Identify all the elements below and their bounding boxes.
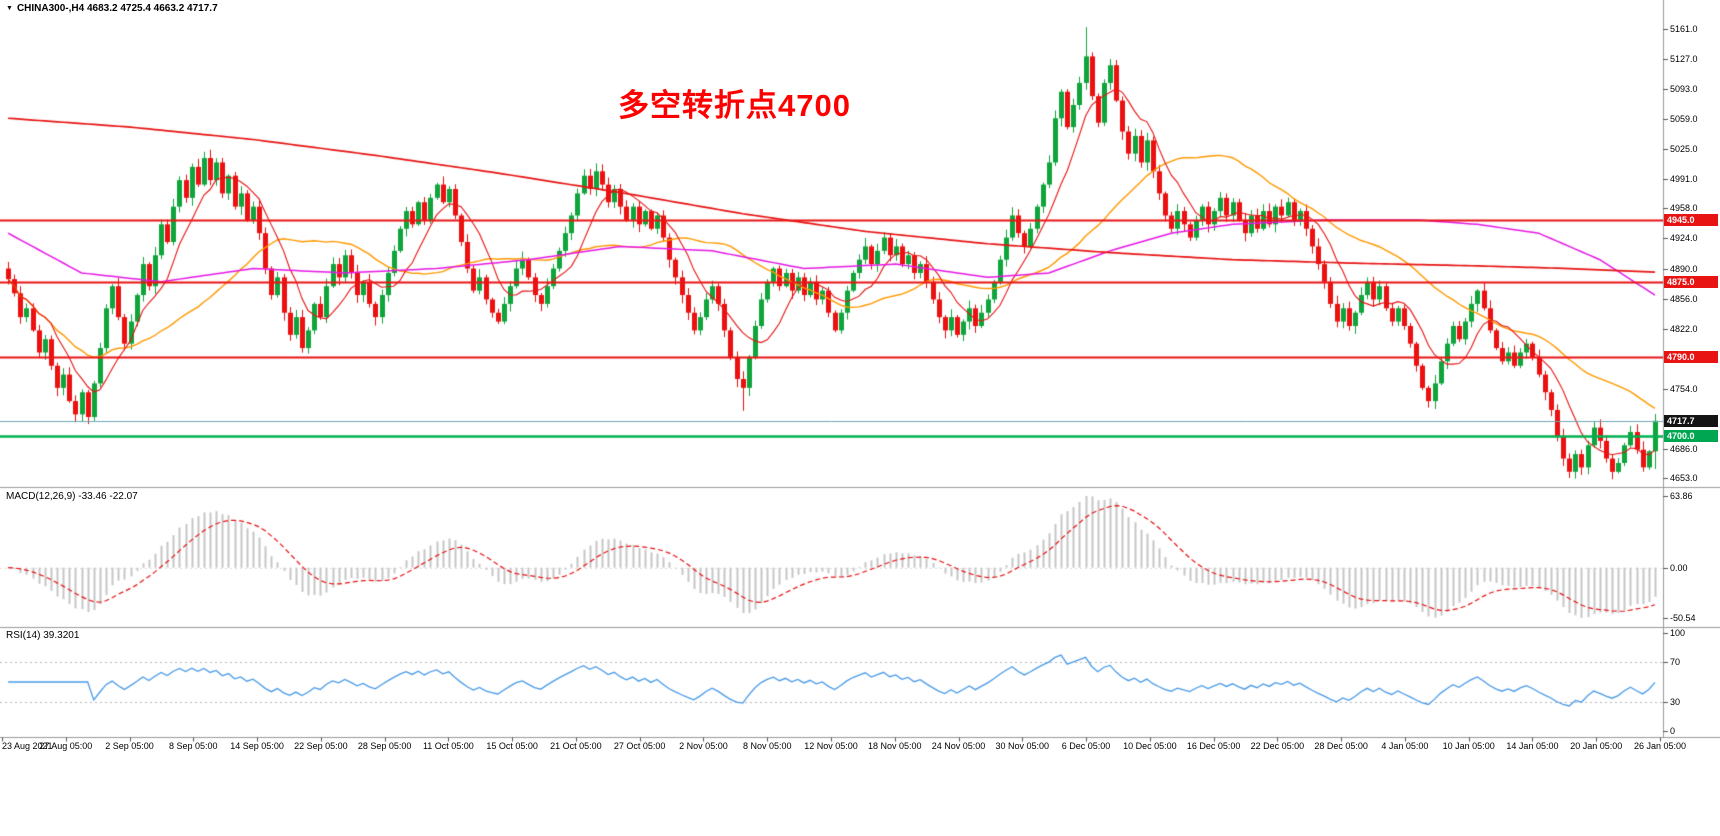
rsi-axis-label: 0 bbox=[1670, 726, 1676, 736]
price-axis-tick-label: 5127.0 bbox=[1670, 54, 1698, 65]
price-axis-tick-label: 4856.0 bbox=[1670, 293, 1698, 304]
time-axis-label: 18 Nov 05:00 bbox=[867, 741, 922, 751]
time-axis-label: 22 Dec 05:00 bbox=[1250, 741, 1305, 751]
symbol-info: ▼ CHINA300-,H4 4683.2 4725.4 4663.2 4717… bbox=[6, 3, 218, 14]
time-axis-label: 24 Nov 05:00 bbox=[931, 741, 986, 751]
time-axis-label: 11 Oct 05:00 bbox=[422, 741, 474, 751]
time-axis-label: 2 Nov 05:00 bbox=[679, 741, 728, 751]
time-axis-label: 12 Nov 05:00 bbox=[804, 741, 858, 751]
price-axis-tick-label: 4653.0 bbox=[1670, 473, 1698, 483]
time-axis-label: 4 Jan 05:00 bbox=[1381, 741, 1429, 751]
rsi-axis-label: 100 bbox=[1670, 628, 1686, 638]
macd-axis-label: -50.54 bbox=[1670, 613, 1696, 623]
rsi-axis-label: 70 bbox=[1670, 657, 1681, 668]
macd-axis-label: 0.00 bbox=[1670, 562, 1688, 573]
price-axis-tick-label: 4686.0 bbox=[1670, 443, 1698, 454]
price-axis-tick-label: 4991.0 bbox=[1670, 174, 1698, 185]
time-axis-label: 23 Aug 2021 bbox=[2, 741, 53, 751]
price-tag-4717.7: 4717.7 bbox=[1664, 414, 1718, 427]
price-axis-tick-label: 5161.0 bbox=[1670, 24, 1698, 34]
price-tag-4945.0: 4945.0 bbox=[1664, 213, 1718, 226]
price-tag-4790.0: 4790.0 bbox=[1664, 350, 1718, 363]
symbol-dropdown-icon[interactable]: ▼ bbox=[6, 5, 13, 12]
price-axis-tick-label: 4924.0 bbox=[1670, 233, 1698, 244]
price-axis-tick-label: 4754.0 bbox=[1670, 383, 1698, 394]
price-axis-tick-label: 4958.0 bbox=[1670, 203, 1698, 214]
time-axis-label: 22 Sep 05:00 bbox=[294, 741, 348, 751]
time-axis-label: 28 Sep 05:00 bbox=[357, 741, 412, 751]
time-axis-label: 8 Nov 05:00 bbox=[742, 741, 792, 751]
symbol-ohlc-text: CHINA300-,H4 4683.2 4725.4 4663.2 4717.7 bbox=[16, 3, 218, 14]
time-axis-label: 10 Jan 05:00 bbox=[1442, 741, 1495, 751]
price-tag-4700.0: 4700.0 bbox=[1664, 430, 1718, 443]
price-axis-tick-label: 5059.0 bbox=[1670, 114, 1698, 125]
price-axis-tick-label: 5025.0 bbox=[1670, 144, 1698, 155]
macd-axis-label: 63.86 bbox=[1670, 491, 1693, 501]
chart-annotation-text[interactable]: 多空转折点4700 bbox=[618, 88, 851, 123]
time-axis-label: 8 Sep 05:00 bbox=[169, 741, 218, 751]
rsi-indicator-label: RSI(14) 39.3201 bbox=[6, 630, 80, 641]
time-axis-label: 14 Jan 05:00 bbox=[1506, 741, 1559, 751]
time-axis-label: 15 Oct 05:00 bbox=[486, 741, 538, 751]
time-axis-label: 10 Dec 05:00 bbox=[1123, 741, 1177, 751]
time-axis-label: 14 Sep 05:00 bbox=[230, 741, 284, 751]
time-axis-label: 2 Sep 05:00 bbox=[105, 741, 154, 751]
macd-indicator-label: MACD(12,26,9) -33.46 -22.07 bbox=[6, 491, 138, 502]
rsi-axis-label: 30 bbox=[1670, 696, 1681, 707]
price-axis-tick-label: 4890.0 bbox=[1670, 263, 1698, 274]
time-axis-label: 27 Aug 05:00 bbox=[39, 741, 93, 751]
time-axis-label: 16 Dec 05:00 bbox=[1186, 741, 1241, 751]
time-axis-label: 28 Dec 05:00 bbox=[1314, 741, 1368, 751]
price-axis-tick-label: 5093.0 bbox=[1670, 84, 1698, 95]
time-axis-label: 6 Dec 05:00 bbox=[1061, 741, 1111, 751]
time-axis-label: 20 Jan 05:00 bbox=[1570, 741, 1623, 751]
price-tag-4875.0: 4875.0 bbox=[1664, 275, 1718, 288]
time-axis-label: 30 Nov 05:00 bbox=[995, 741, 1050, 751]
time-axis-label: 21 Oct 05:00 bbox=[550, 741, 602, 751]
price-axis-tick-label: 4822.0 bbox=[1670, 323, 1698, 334]
time-axis-label: 26 Jan 05:00 bbox=[1633, 741, 1687, 751]
time-axis-label: 27 Oct 05:00 bbox=[613, 741, 666, 751]
